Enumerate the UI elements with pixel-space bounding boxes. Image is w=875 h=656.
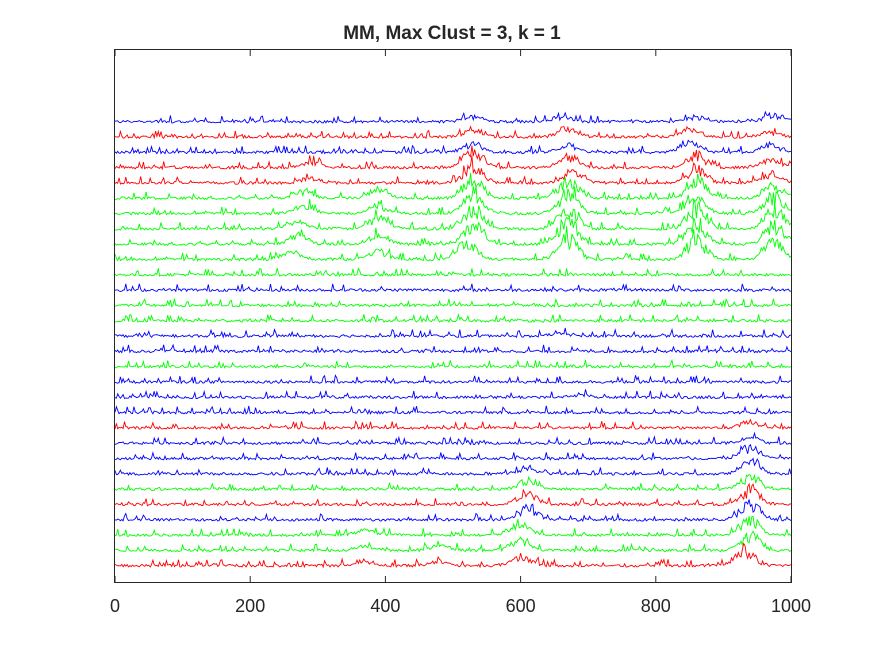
trace-group [114,110,792,569]
chart-title: MM, Max Clust = 3, k = 1 [343,23,561,44]
series-line-blue [114,374,792,385]
series-line-red [114,155,792,186]
x-tick-label: 600 [506,596,536,616]
series-line-green [114,530,792,554]
x-tick-label: 0 [110,596,120,616]
series-line-blue [114,139,792,155]
x-tick-label: 400 [370,596,400,616]
series-line-green [114,216,792,247]
series-line-blue [114,389,792,400]
x-tick-label: 1000 [771,596,811,616]
series-line-red [114,542,792,569]
series-line-blue [114,405,792,415]
series-line-blue [114,110,792,124]
series-line-green [114,198,792,231]
series-line-green [114,226,792,262]
series-line-red [114,145,792,171]
series-line-green [114,358,792,369]
series-line-blue [114,499,792,523]
series-line-blue [114,443,792,462]
series-line-green [114,515,792,538]
series-line-red [114,418,792,431]
x-tick-label: 200 [235,596,265,616]
series-line-green [114,185,792,216]
series-line-red [114,125,792,140]
plot-area-border [114,49,792,583]
series-line-blue [114,283,792,293]
series-line-blue [114,343,792,354]
series-line-red [114,482,792,507]
x-tick-label: 800 [641,596,671,616]
series-line-green [114,473,792,492]
x-axis: 0 200 400 600 800 1000 [110,50,811,616]
series-line-blue [115,327,792,339]
series-line-green [114,297,792,308]
series-line-green [114,313,792,324]
series-line-green [115,172,792,201]
series-line-blue [114,457,792,477]
series-line-blue [114,431,792,446]
series-line-green [114,267,792,278]
